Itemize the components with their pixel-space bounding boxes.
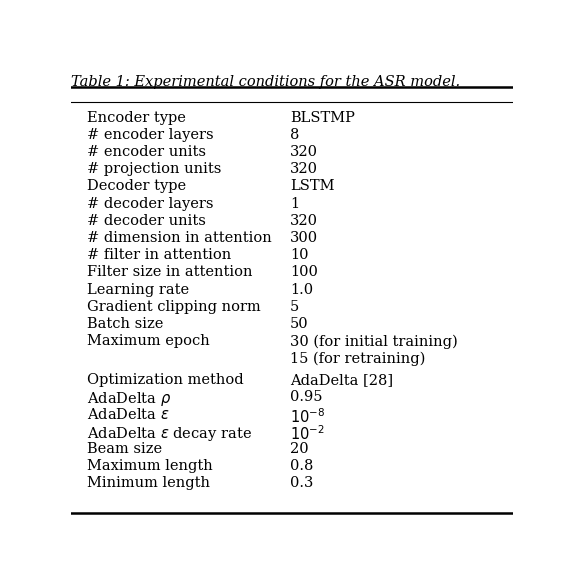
- Text: 10: 10: [290, 248, 308, 262]
- Text: 50: 50: [290, 317, 308, 331]
- Text: Batch size: Batch size: [87, 317, 163, 331]
- Text: Optimization method: Optimization method: [87, 373, 243, 387]
- Text: 0.3: 0.3: [290, 476, 314, 490]
- Text: 1: 1: [290, 197, 299, 211]
- Text: Gradient clipping norm: Gradient clipping norm: [87, 300, 260, 314]
- Text: BLSTMP: BLSTMP: [290, 111, 355, 125]
- Text: # encoder layers: # encoder layers: [87, 128, 213, 142]
- Text: Maximum epoch: Maximum epoch: [87, 334, 209, 348]
- Text: 320: 320: [290, 162, 318, 176]
- Text: AdaDelta [28]: AdaDelta [28]: [290, 373, 393, 387]
- Text: 20: 20: [290, 442, 308, 456]
- Text: AdaDelta $\rho$: AdaDelta $\rho$: [87, 390, 171, 408]
- Text: AdaDelta $\epsilon$: AdaDelta $\epsilon$: [87, 408, 169, 422]
- Text: # decoder units: # decoder units: [87, 214, 206, 228]
- Text: # dimension in attention: # dimension in attention: [87, 231, 271, 245]
- Text: AdaDelta $\epsilon$ decay rate: AdaDelta $\epsilon$ decay rate: [87, 425, 251, 443]
- Text: 100: 100: [290, 266, 318, 280]
- Text: 8: 8: [290, 128, 299, 142]
- Text: 30 (for initial training): 30 (for initial training): [290, 334, 458, 349]
- Text: $10^{-2}$: $10^{-2}$: [290, 425, 325, 443]
- Text: Table 1: Experimental conditions for the ASR model.: Table 1: Experimental conditions for the…: [71, 75, 461, 89]
- Text: # projection units: # projection units: [87, 162, 221, 176]
- Text: 320: 320: [290, 145, 318, 159]
- Text: # decoder layers: # decoder layers: [87, 197, 213, 211]
- Text: Learning rate: Learning rate: [87, 282, 189, 296]
- Text: 320: 320: [290, 214, 318, 228]
- Text: 5: 5: [290, 300, 299, 314]
- Text: Encoder type: Encoder type: [87, 111, 186, 125]
- Text: $10^{-8}$: $10^{-8}$: [290, 408, 325, 426]
- Text: # encoder units: # encoder units: [87, 145, 206, 159]
- Text: Decoder type: Decoder type: [87, 179, 186, 194]
- Text: 0.95: 0.95: [290, 390, 323, 404]
- Text: LSTM: LSTM: [290, 179, 335, 194]
- Text: # filter in attention: # filter in attention: [87, 248, 231, 262]
- Text: 1.0: 1.0: [290, 282, 313, 296]
- Text: Maximum length: Maximum length: [87, 459, 213, 473]
- Text: 0.8: 0.8: [290, 459, 314, 473]
- Text: Minimum length: Minimum length: [87, 476, 210, 490]
- Text: Beam size: Beam size: [87, 442, 162, 456]
- Text: 15 (for retraining): 15 (for retraining): [290, 351, 425, 366]
- Text: 300: 300: [290, 231, 318, 245]
- Text: Filter size in attention: Filter size in attention: [87, 266, 252, 280]
